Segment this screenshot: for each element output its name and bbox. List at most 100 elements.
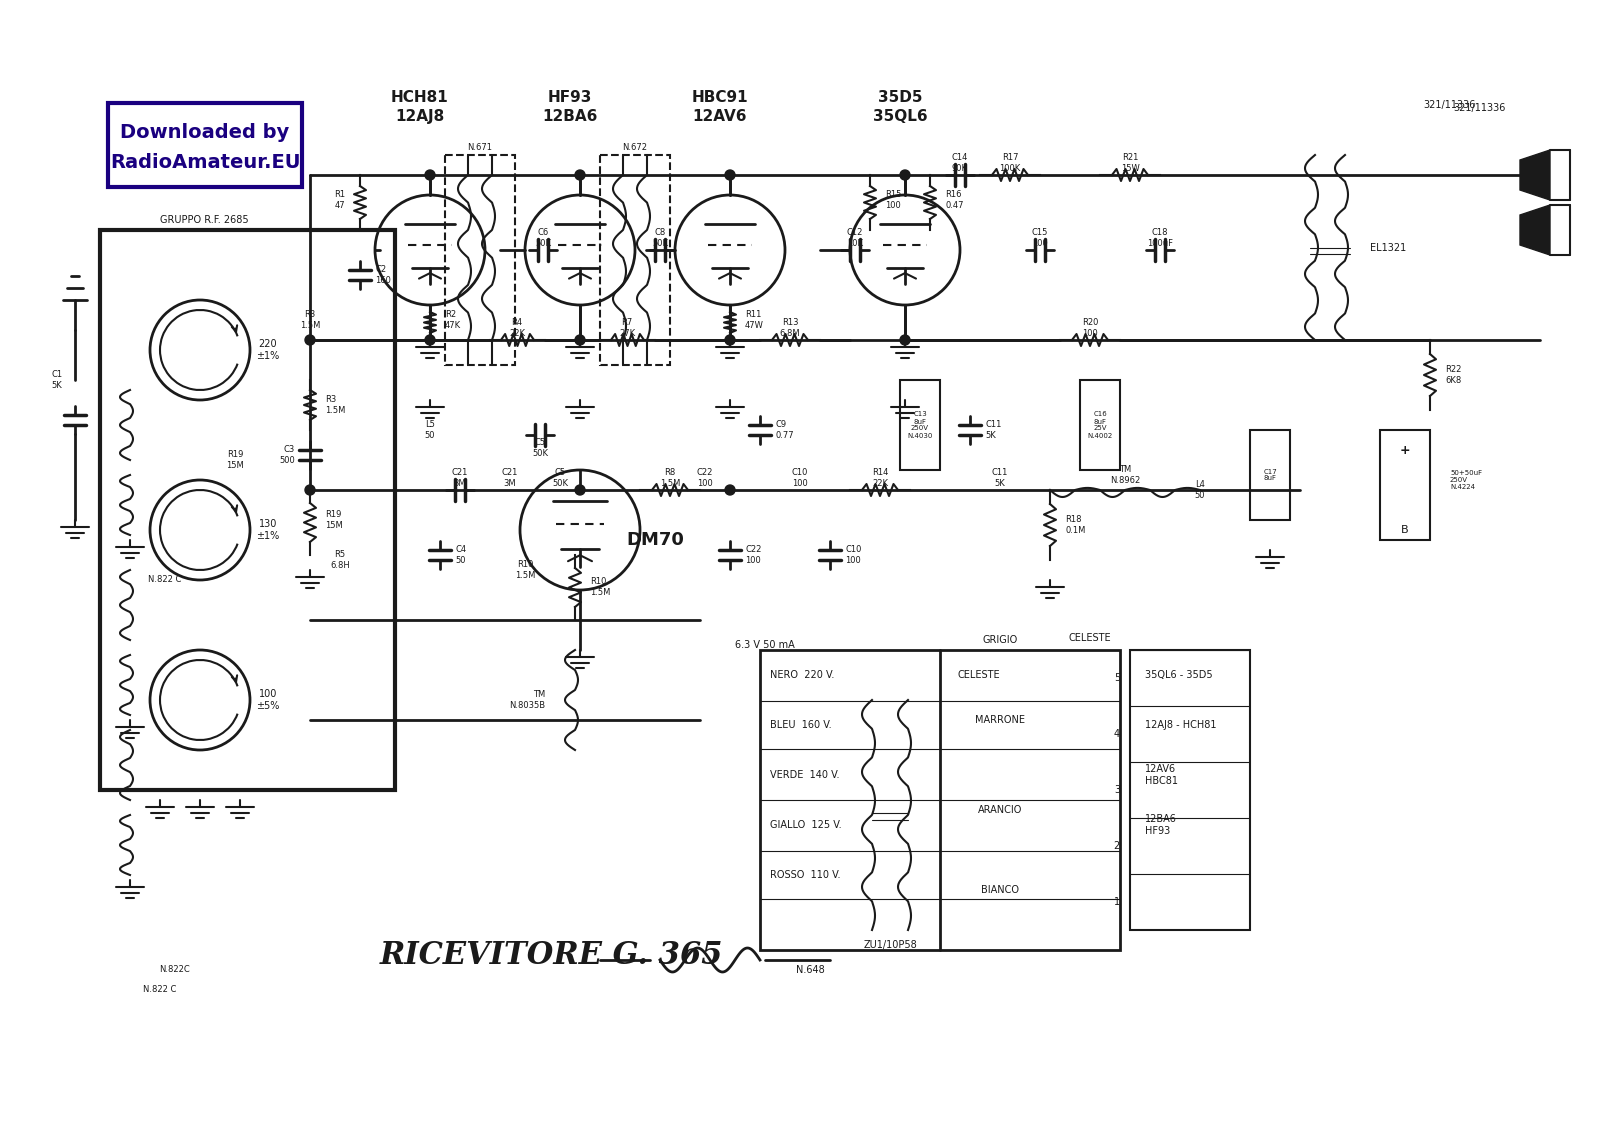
Circle shape xyxy=(574,335,586,345)
Text: 100
±5%: 100 ±5% xyxy=(256,689,280,710)
Text: C10
100: C10 100 xyxy=(792,468,808,487)
Text: C12
10K: C12 10K xyxy=(846,228,862,248)
Text: C3
500: C3 500 xyxy=(280,446,294,465)
Text: HBC91
12AV6: HBC91 12AV6 xyxy=(691,90,749,123)
Text: R10
1.5M: R10 1.5M xyxy=(590,577,610,597)
Text: R19
15M: R19 15M xyxy=(226,450,243,469)
Text: 50+50uF
250V
N.4224: 50+50uF 250V N.4224 xyxy=(1450,470,1482,490)
Text: MARRONE: MARRONE xyxy=(974,715,1026,725)
Text: R8
1.5M: R8 1.5M xyxy=(659,468,680,487)
Text: R11
47W: R11 47W xyxy=(746,310,763,330)
Text: R22
6K8: R22 6K8 xyxy=(1445,365,1461,385)
Text: C21
3M: C21 3M xyxy=(451,468,469,487)
Text: R2
47K: R2 47K xyxy=(445,310,461,330)
Text: R5
6.8H: R5 6.8H xyxy=(330,551,350,570)
Text: 130
±1%: 130 ±1% xyxy=(256,519,280,541)
Text: R13
6.8M: R13 6.8M xyxy=(779,318,800,338)
Text: 5: 5 xyxy=(1114,673,1120,683)
Text: R16
0.47: R16 0.47 xyxy=(946,190,963,209)
Circle shape xyxy=(725,485,734,495)
Text: R10
1.5M: R10 1.5M xyxy=(515,560,534,580)
Text: BIANCO: BIANCO xyxy=(981,884,1019,895)
Text: NERO  220 V.: NERO 220 V. xyxy=(770,670,834,680)
Text: B: B xyxy=(1402,525,1410,535)
Text: 12AJ8 - HCH81: 12AJ8 - HCH81 xyxy=(1146,720,1216,729)
Text: +: + xyxy=(1400,443,1410,457)
Circle shape xyxy=(150,650,250,750)
Circle shape xyxy=(899,170,910,180)
Bar xyxy=(445,155,515,365)
Bar xyxy=(1130,650,1250,930)
Text: C14
90K: C14 90K xyxy=(952,154,968,173)
Text: 6.3 V 50 mA: 6.3 V 50 mA xyxy=(734,640,795,650)
Text: C18
100uF: C18 100uF xyxy=(1147,228,1173,248)
Text: C6
50K: C6 50K xyxy=(534,228,550,248)
Circle shape xyxy=(725,170,734,180)
Text: 321/11336: 321/11336 xyxy=(1424,100,1477,110)
Circle shape xyxy=(675,195,786,305)
Text: C13
8uF
250V
N.4030: C13 8uF 250V N.4030 xyxy=(907,412,933,439)
Text: RadioAmateur.EU: RadioAmateur.EU xyxy=(110,154,301,173)
Circle shape xyxy=(850,195,960,305)
FancyBboxPatch shape xyxy=(109,103,302,187)
Text: R3
1.5M: R3 1.5M xyxy=(299,310,320,330)
Text: R19
15M: R19 15M xyxy=(325,510,342,529)
Bar xyxy=(760,650,1120,950)
Text: N.822 C: N.822 C xyxy=(149,576,182,585)
Circle shape xyxy=(426,335,435,345)
Text: L5
50: L5 50 xyxy=(424,421,435,440)
Text: TM
N.8035B: TM N.8035B xyxy=(509,690,546,709)
Text: C22
100: C22 100 xyxy=(746,545,762,564)
Circle shape xyxy=(574,485,586,495)
Circle shape xyxy=(574,170,586,180)
Text: TM
N.8962: TM N.8962 xyxy=(1110,465,1141,485)
Text: C2
160: C2 160 xyxy=(374,266,390,285)
Bar xyxy=(1080,380,1120,470)
Text: R17
100K: R17 100K xyxy=(1000,154,1021,173)
Circle shape xyxy=(725,335,734,345)
Text: R1
47: R1 47 xyxy=(334,190,346,209)
Text: C5
50K: C5 50K xyxy=(552,468,568,487)
Text: N.648: N.648 xyxy=(795,965,824,975)
Text: VERDE  140 V.: VERDE 140 V. xyxy=(770,770,840,780)
Text: 220
±1%: 220 ±1% xyxy=(256,339,280,361)
Text: 4: 4 xyxy=(1114,729,1120,739)
Text: C8
50K: C8 50K xyxy=(653,228,669,248)
Bar xyxy=(1250,430,1290,520)
Text: N.822C: N.822C xyxy=(160,966,190,975)
Text: C15
100: C15 100 xyxy=(1032,228,1048,248)
Text: N.672: N.672 xyxy=(622,144,648,153)
Text: C16
8uF
25V
N.4002: C16 8uF 25V N.4002 xyxy=(1088,412,1112,439)
Text: ROSSO  110 V.: ROSSO 110 V. xyxy=(770,870,840,880)
Circle shape xyxy=(426,170,435,180)
Text: C17
8uF: C17 8uF xyxy=(1262,468,1277,482)
Text: N.822 C: N.822 C xyxy=(144,985,176,994)
Circle shape xyxy=(306,485,315,495)
Text: 12BA6
HF93: 12BA6 HF93 xyxy=(1146,814,1178,836)
Text: R20
100: R20 100 xyxy=(1082,318,1098,338)
Circle shape xyxy=(306,335,315,345)
Bar xyxy=(99,230,395,789)
Text: R14
22K: R14 22K xyxy=(872,468,888,487)
Text: HCH81
12AJ8: HCH81 12AJ8 xyxy=(390,90,450,123)
Text: C1
5K: C1 5K xyxy=(51,370,62,390)
Text: 321/11336: 321/11336 xyxy=(1454,103,1506,113)
Text: C4
50: C4 50 xyxy=(454,545,466,564)
Text: C22
100: C22 100 xyxy=(698,468,714,487)
Text: GIALLO  125 V.: GIALLO 125 V. xyxy=(770,820,842,830)
Text: R15
100: R15 100 xyxy=(885,190,901,209)
Text: R3
1.5M: R3 1.5M xyxy=(325,396,346,415)
Text: Downloaded by: Downloaded by xyxy=(120,123,290,143)
Text: 12AV6
HBC81: 12AV6 HBC81 xyxy=(1146,765,1178,786)
Text: R4
22K: R4 22K xyxy=(509,318,525,338)
Text: RICEVITORE G. 365: RICEVITORE G. 365 xyxy=(381,940,723,970)
Circle shape xyxy=(520,470,640,590)
Text: C11
5K: C11 5K xyxy=(986,421,1002,440)
Text: R21
15W: R21 15W xyxy=(1120,154,1139,173)
Text: R7
27K: R7 27K xyxy=(619,318,635,338)
Text: BLEU  160 V.: BLEU 160 V. xyxy=(770,720,832,729)
Circle shape xyxy=(374,195,485,305)
Text: N.671: N.671 xyxy=(467,144,493,153)
Text: GRUPPO R.F. 2685: GRUPPO R.F. 2685 xyxy=(160,215,248,225)
Circle shape xyxy=(150,480,250,580)
